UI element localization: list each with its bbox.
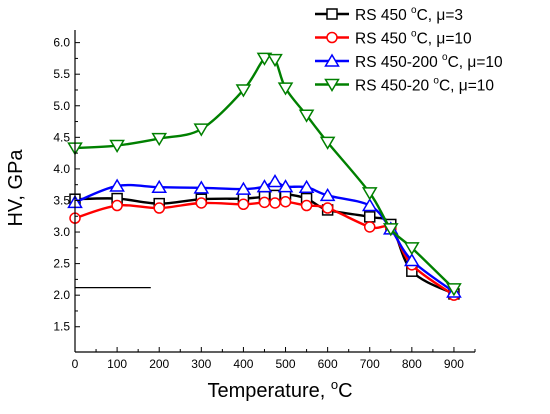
- y-tick-label: 2.0: [53, 288, 70, 302]
- y-tick-label: 6.0: [53, 36, 70, 50]
- legend-label: RS 450 oC, μ=10: [355, 29, 472, 48]
- y-tick-label: 4.0: [53, 162, 70, 176]
- series-layer: [67, 52, 462, 301]
- data-point: [258, 196, 271, 209]
- y-axis-title: HV, GPa: [5, 149, 27, 227]
- y-tick-label: 3.5: [53, 193, 70, 207]
- x-axis-title-unit-sup: o: [331, 377, 338, 392]
- x-tick-label: 200: [149, 357, 169, 371]
- x-tick-label: 600: [318, 357, 338, 371]
- data-point: [269, 197, 281, 209]
- axes: 0 100 200 300 400 500 600 700 800 900 1.5 2.0 2.5 3.0…: [53, 30, 476, 371]
- x-tick-label: 300: [191, 357, 211, 371]
- data-point: [298, 109, 315, 123]
- data-point: [195, 197, 208, 209]
- x-tick-label: 900: [444, 357, 464, 371]
- y-tick-label: 3.0: [53, 225, 70, 239]
- data-point: [267, 53, 283, 68]
- x-tick-label: 800: [402, 357, 422, 371]
- data-point: [298, 179, 315, 193]
- legend-label: RS 450-200 oC, μ=10: [355, 52, 503, 71]
- data-point: [256, 179, 273, 193]
- x-tick-label: 700: [360, 357, 380, 371]
- legend-marker: [324, 53, 340, 67]
- data-point: [193, 123, 210, 137]
- legend-item-1: RS 450 oC, μ=3: [315, 5, 463, 24]
- data-point: [361, 198, 378, 212]
- data-point: [300, 199, 313, 212]
- legend-label: RS 450 oC, μ=3: [355, 5, 463, 24]
- data-point: [109, 178, 125, 192]
- series-4: [67, 52, 462, 297]
- data-point: [267, 174, 283, 188]
- data-point: [151, 132, 168, 147]
- data-point: [363, 211, 376, 223]
- legend-marker: [324, 78, 340, 92]
- data-point: [237, 198, 250, 211]
- data-point: [319, 187, 336, 202]
- data-point: [321, 202, 334, 214]
- data-point: [111, 199, 123, 212]
- x-axis-title-text: Temperature,: [207, 380, 330, 402]
- y-tick-label: 5.5: [53, 67, 70, 81]
- data-point: [153, 202, 165, 214]
- data-point: [361, 187, 378, 201]
- series-line: [74, 200, 455, 297]
- data-point: [193, 180, 210, 194]
- legend-item-3: RS 450-200 oC, μ=10: [315, 52, 503, 71]
- x-tick-label: 100: [107, 357, 127, 371]
- data-point: [109, 139, 125, 154]
- legend-marker: [326, 31, 338, 44]
- series-2: [69, 195, 460, 301]
- y-tick-label: 2.5: [53, 257, 70, 271]
- data-point: [256, 52, 273, 66]
- legend-marker: [326, 8, 338, 20]
- x-axis-title: Temperature, oC: [207, 377, 352, 402]
- data-point: [277, 82, 294, 96]
- data-point: [404, 242, 420, 256]
- x-tick-label: 500: [276, 357, 296, 371]
- data-point: [319, 136, 336, 150]
- x-axis-title-unit: C: [338, 380, 352, 402]
- y-tick-label: 5.0: [53, 99, 70, 113]
- data-point: [151, 179, 168, 193]
- y-tick-label: 1.5: [53, 320, 70, 334]
- data-point: [404, 252, 420, 267]
- data-point: [235, 181, 252, 195]
- legend-label: RS 450-20 oC, μ=10: [355, 76, 494, 95]
- data-point: [235, 84, 252, 98]
- x-tick-label: 400: [233, 357, 253, 371]
- legend-item-4: RS 450-20 oC, μ=10: [315, 76, 494, 95]
- data-point: [446, 283, 462, 297]
- data-point: [277, 179, 294, 193]
- legend-item-2: RS 450 oC, μ=10: [315, 29, 472, 48]
- legend: RS 450 oC, μ=3 RS 450 oC, μ=10 RS 450-200 …: [315, 5, 503, 95]
- data-point: [279, 195, 292, 208]
- y-tick-label: 4.5: [53, 130, 70, 144]
- series-line: [74, 192, 455, 295]
- data-point: [382, 223, 399, 237]
- x-tick-label: 0: [72, 357, 79, 371]
- data-point: [363, 221, 376, 233]
